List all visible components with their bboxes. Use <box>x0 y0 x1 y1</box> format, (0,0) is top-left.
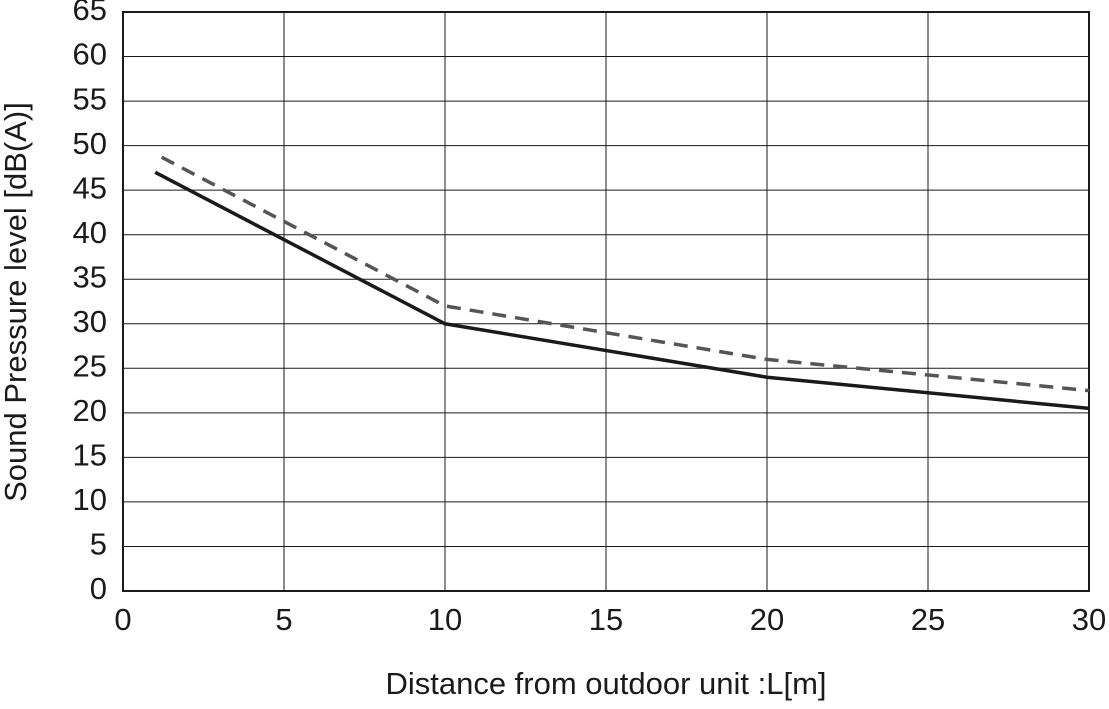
y-tick-label: 25 <box>73 348 107 383</box>
data-line <box>160 155 1090 393</box>
plot-frame <box>122 11 1090 592</box>
y-tick-label: 60 <box>73 37 107 72</box>
y-tick-label: 40 <box>73 215 107 250</box>
y-tick-label: 30 <box>73 304 107 339</box>
y-axis-label: Sound Pressure level [dB(A)] <box>0 102 33 502</box>
y-tick-label: 45 <box>73 170 107 205</box>
y-tick-label: 35 <box>73 259 107 294</box>
y-tick-label: 15 <box>73 438 107 473</box>
x-tick-label: 15 <box>589 602 623 637</box>
y-tick-label: 20 <box>73 393 107 428</box>
y-tick-label: 55 <box>73 81 107 116</box>
y-tick-label: 50 <box>73 126 107 161</box>
x-tick-label: 10 <box>428 602 462 637</box>
y-tick-label: 5 <box>90 527 107 562</box>
y-tick-label: 65 <box>73 0 107 27</box>
x-tick-label: 25 <box>911 602 945 637</box>
data-line <box>154 170 1090 411</box>
x-tick-label: 30 <box>1072 602 1106 637</box>
x-tick-label: 20 <box>750 602 784 637</box>
y-tick-label: 10 <box>73 482 107 517</box>
y-tick-label: 0 <box>90 571 107 606</box>
x-axis-label: Distance from outdoor unit :L[m] <box>385 666 826 701</box>
x-tick-label: 5 <box>275 602 292 637</box>
x-tick-label: 0 <box>114 602 131 637</box>
